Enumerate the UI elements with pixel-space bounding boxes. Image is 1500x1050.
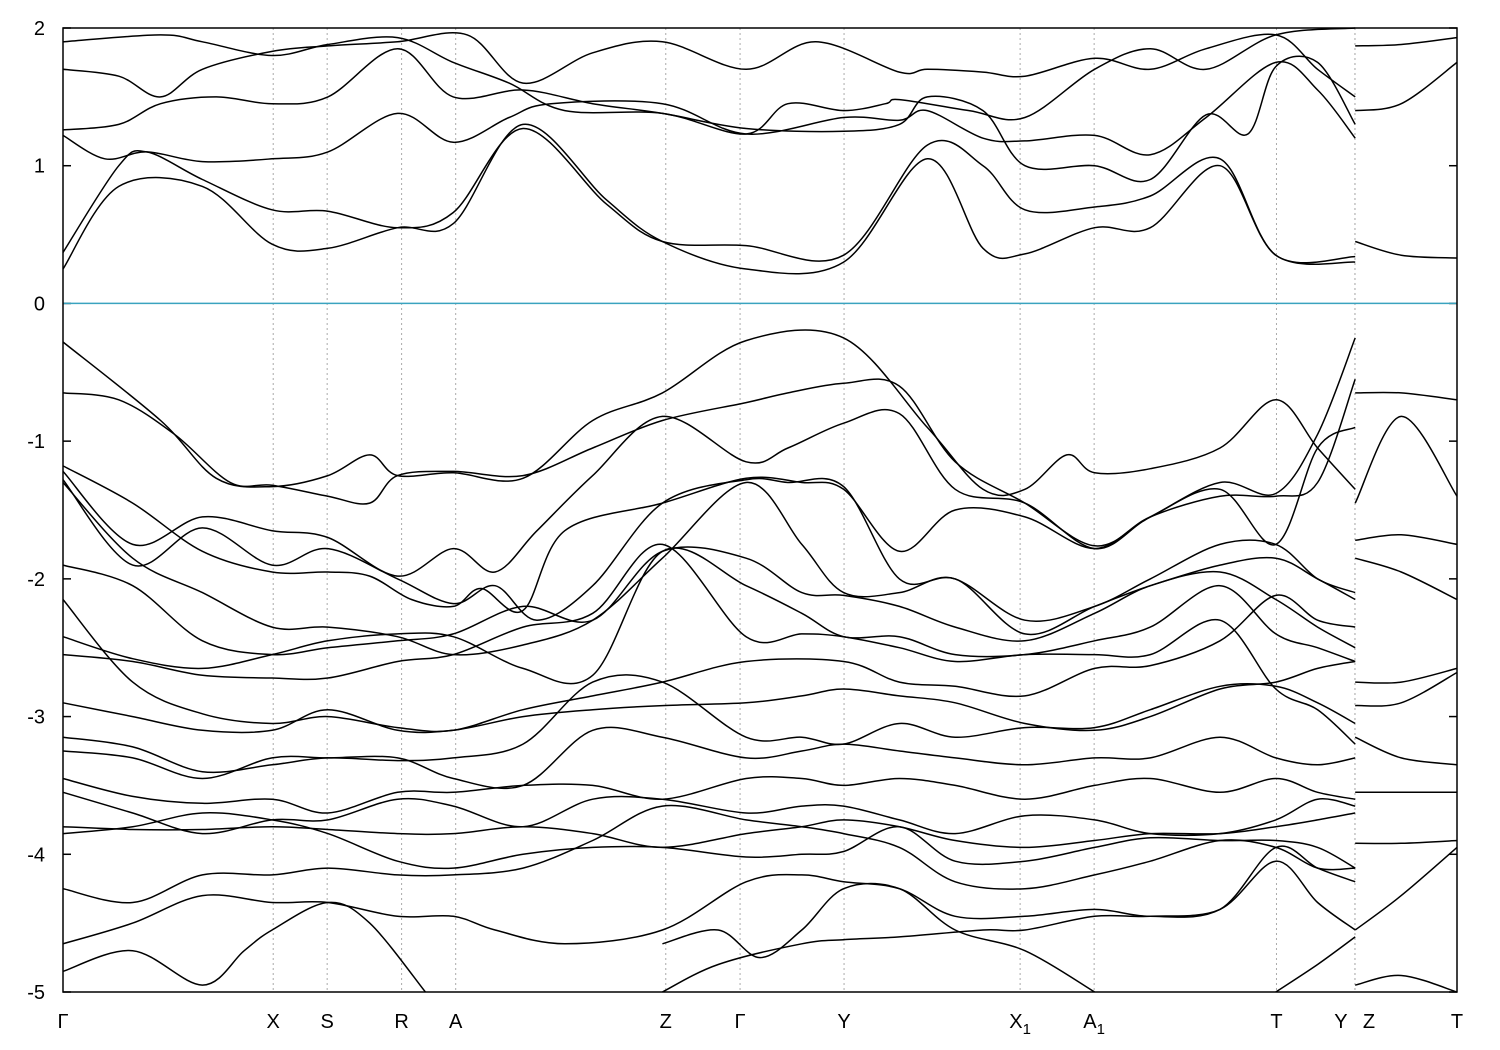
band-line <box>62 674 1356 774</box>
band-line <box>62 329 1356 497</box>
band-line <box>62 804 1356 904</box>
band-line <box>62 127 1356 264</box>
x-tick-label: A1 <box>1083 1011 1105 1038</box>
plot-frame <box>62 27 1458 993</box>
band-line <box>62 845 1356 945</box>
x-tick-label: R <box>394 1011 408 1033</box>
x-tick-label: Y <box>837 1011 850 1033</box>
band-line <box>62 726 1356 790</box>
band-line <box>62 812 1356 870</box>
band-line <box>1275 936 1356 993</box>
k-point-lines <box>272 28 1356 992</box>
y-tick-label: 1 <box>34 156 45 178</box>
x-tick-label: S <box>320 1011 333 1033</box>
band-line <box>1354 557 1458 601</box>
band-line <box>1355 667 1458 684</box>
band-line <box>662 860 1356 993</box>
x-tick-labels: Γ X S R A Z Γ Y X1 A1 T Y Z T <box>57 1011 1463 1038</box>
band-line <box>1355 671 1458 707</box>
band-line <box>62 123 1356 275</box>
band-line <box>62 337 1356 547</box>
y-tick-label: 0 <box>34 293 45 315</box>
band-line <box>62 660 1356 734</box>
y-tick-labels: 2 1 0 -1 -2 -3 -4 -5 <box>27 18 45 1004</box>
band-line <box>1355 534 1458 546</box>
band-line <box>62 27 1356 135</box>
x-tick-label: T <box>1451 1011 1463 1033</box>
band-line <box>1355 391 1458 401</box>
band-line <box>62 47 1356 183</box>
band-line <box>1354 736 1458 766</box>
band-line <box>62 408 1356 577</box>
band-line <box>62 546 1356 656</box>
band-line <box>1355 36 1458 47</box>
x-tick-label: Y <box>1334 1011 1347 1033</box>
y-tick-label: -2 <box>27 569 45 591</box>
band-line <box>62 812 1356 849</box>
band-line <box>662 882 1095 993</box>
band-line <box>1354 240 1458 259</box>
band-line <box>62 594 1356 733</box>
x-tick-label: T <box>1270 1011 1282 1033</box>
y-tick-marks <box>63 27 1457 993</box>
band-line <box>1354 415 1458 504</box>
band-line <box>62 791 1356 837</box>
x-tick-label: Γ <box>57 1011 68 1033</box>
band-line <box>62 775 1356 814</box>
band-line <box>1354 846 1458 931</box>
x-tick-label: X <box>267 1011 280 1033</box>
y-tick-label: -1 <box>27 431 45 453</box>
y-tick-label: 2 <box>34 18 45 40</box>
y-tick-label: -3 <box>27 707 45 729</box>
band-line <box>1355 839 1458 845</box>
x-tick-label: Γ <box>735 1011 746 1033</box>
x-tick-label: Z <box>660 1011 672 1033</box>
band-line <box>62 547 1356 685</box>
band-line <box>62 477 1356 622</box>
band-line <box>62 378 1356 614</box>
y-tick-label: -5 <box>27 982 45 1004</box>
x-tick-label: Z <box>1363 1011 1375 1033</box>
band-line <box>62 543 1356 745</box>
band-line <box>62 901 426 993</box>
bands <box>62 27 1458 993</box>
band-line <box>1355 974 1458 993</box>
x-tick-label: A <box>449 1011 463 1033</box>
band-line <box>1355 61 1458 112</box>
y-tick-label: -4 <box>27 844 45 866</box>
band-line <box>62 60 1356 163</box>
x-tick-label: X1 <box>1009 1011 1031 1038</box>
band-line <box>62 32 1356 98</box>
